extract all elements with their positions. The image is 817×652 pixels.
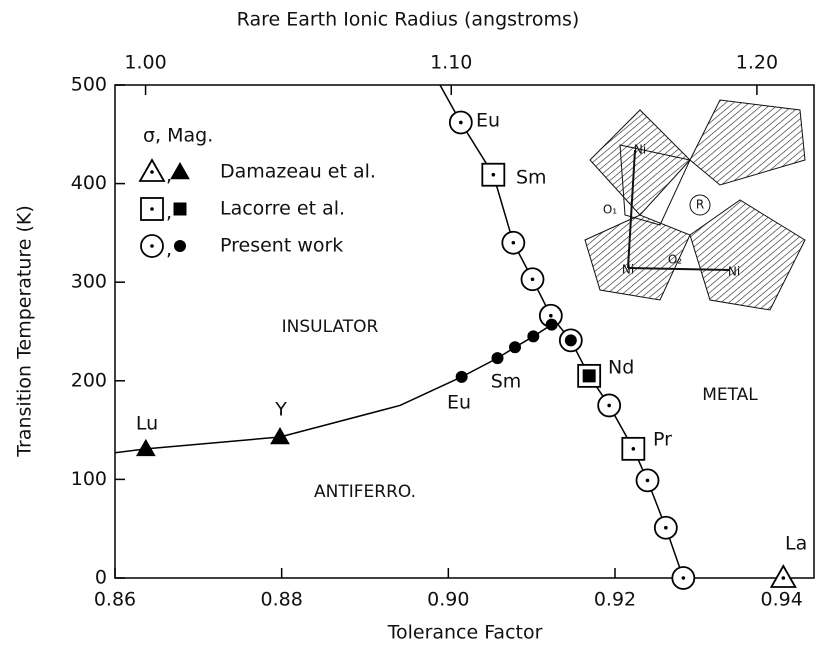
top-axis-title: Rare Earth Ionic Radius (angstroms) bbox=[237, 9, 580, 31]
marker-dot bbox=[607, 404, 611, 408]
legend-swatch bbox=[171, 163, 189, 179]
chart: Rare Earth Ionic Radius (angstroms) Tole… bbox=[0, 0, 817, 652]
inset-label: O₂ bbox=[668, 253, 682, 267]
marker-dot bbox=[531, 277, 535, 281]
y-tick-label: 200 bbox=[71, 369, 107, 391]
inset-label: Ni bbox=[634, 143, 646, 157]
mag-point bbox=[528, 331, 539, 342]
legend-separator: , bbox=[166, 202, 172, 224]
sigma-point bbox=[637, 469, 659, 491]
marker-dot bbox=[150, 170, 154, 174]
sigma-point bbox=[502, 232, 524, 254]
sigma-point bbox=[598, 394, 620, 416]
legend-swatch bbox=[174, 203, 186, 215]
annotation: Eu bbox=[447, 392, 471, 414]
annotation: Sm bbox=[516, 167, 547, 189]
y-tick-label: 0 bbox=[95, 567, 107, 589]
x-tick-label: 0.94 bbox=[761, 589, 803, 611]
sigma-point bbox=[522, 268, 544, 290]
inset-label: Ni bbox=[728, 265, 740, 279]
legend-swatch bbox=[141, 198, 163, 220]
sigma-point bbox=[672, 567, 694, 589]
marker bbox=[175, 241, 186, 252]
sigma-point bbox=[482, 164, 504, 186]
fit-line bbox=[115, 325, 552, 453]
sigma-point bbox=[655, 517, 677, 539]
annotation: METAL bbox=[702, 385, 758, 405]
mag-point bbox=[546, 319, 557, 330]
marker bbox=[528, 331, 539, 342]
marker bbox=[456, 371, 467, 382]
sigma-point bbox=[771, 566, 795, 587]
x-axis-title: Tolerance Factor bbox=[387, 622, 543, 644]
x-tick-label: 0.92 bbox=[594, 589, 636, 611]
marker bbox=[510, 342, 521, 353]
legend-label: Damazeau et al. bbox=[220, 161, 376, 183]
legend-separator: , bbox=[166, 165, 172, 187]
marker-dot bbox=[646, 479, 650, 483]
page: Rare Earth Ionic Radius (angstroms) Tole… bbox=[0, 0, 817, 652]
y-axis-title: Transition Temperature (K) bbox=[14, 205, 36, 458]
annotation: Sm bbox=[491, 371, 522, 393]
marker-dot bbox=[782, 576, 786, 580]
marker bbox=[174, 203, 186, 215]
marker bbox=[492, 353, 503, 364]
sigma-point bbox=[622, 438, 644, 460]
legend-swatch bbox=[175, 241, 186, 252]
marker-dot bbox=[664, 526, 668, 530]
annotation: INSULATOR bbox=[282, 317, 379, 337]
annotation: Y bbox=[274, 399, 287, 421]
marker-dot bbox=[459, 121, 463, 125]
annotation: ANTIFERRO. bbox=[314, 482, 416, 502]
legend-label: Lacorre et al. bbox=[220, 198, 345, 220]
annotation: Nd bbox=[608, 357, 634, 379]
y-tick-label: 100 bbox=[71, 468, 107, 490]
annotation: La bbox=[785, 533, 807, 555]
inset-label: R bbox=[696, 198, 704, 212]
y-tick-label: 400 bbox=[71, 172, 107, 194]
marker bbox=[171, 163, 189, 179]
mag-point bbox=[583, 370, 595, 382]
legend-swatch bbox=[141, 235, 163, 257]
inset-label: O₁ bbox=[603, 203, 617, 217]
marker bbox=[583, 370, 595, 382]
marker-dot bbox=[512, 241, 516, 245]
legend-separator: , bbox=[166, 239, 172, 261]
marker bbox=[546, 319, 557, 330]
annotation: Lu bbox=[136, 413, 158, 435]
y-tick-label: 500 bbox=[71, 74, 107, 96]
x-tick-label: 0.88 bbox=[261, 589, 303, 611]
x-tick-label: 0.90 bbox=[427, 589, 469, 611]
mag-point bbox=[492, 353, 503, 364]
mag-point bbox=[456, 371, 467, 382]
x-tick-label: 0.86 bbox=[94, 589, 136, 611]
marker-dot bbox=[150, 244, 154, 248]
top-tick-label: 1.10 bbox=[430, 52, 472, 74]
sigma-point bbox=[450, 111, 472, 133]
legend-title: σ, Mag. bbox=[143, 125, 213, 147]
marker-dot bbox=[150, 207, 154, 211]
top-tick-label: 1.20 bbox=[736, 52, 778, 74]
top-tick-label: 1.00 bbox=[124, 52, 166, 74]
annotation: Pr bbox=[653, 429, 672, 451]
marker-dot bbox=[549, 314, 553, 318]
crystal-inset: Ni Ni Ni O₁ O₂ R bbox=[585, 100, 805, 310]
marker-dot bbox=[492, 173, 496, 177]
mag-point bbox=[510, 342, 521, 353]
marker-dot bbox=[682, 576, 686, 580]
mag-point bbox=[565, 335, 576, 346]
annotation: Eu bbox=[476, 110, 500, 132]
inset-label: Ni bbox=[622, 263, 634, 277]
legend-swatch bbox=[140, 160, 164, 181]
legend-label: Present work bbox=[220, 235, 343, 257]
marker-dot bbox=[632, 447, 636, 451]
y-tick-label: 300 bbox=[71, 271, 107, 293]
marker bbox=[565, 335, 576, 346]
